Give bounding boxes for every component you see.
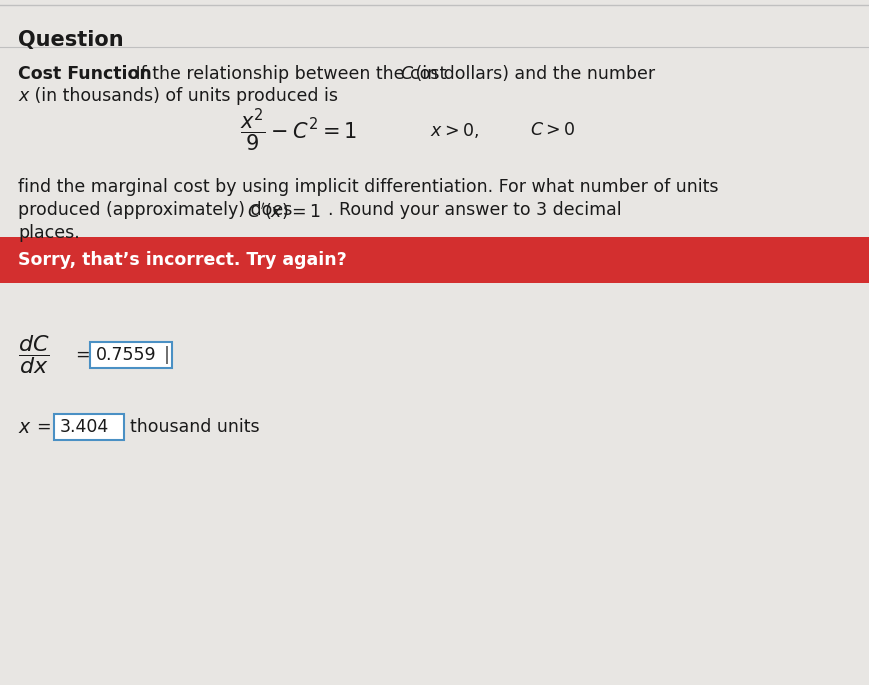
Text: $C > 0$: $C > 0$ <box>530 121 575 139</box>
Text: $\dfrac{x^2}{9} - C^2 = 1$: $\dfrac{x^2}{9} - C^2 = 1$ <box>240 106 357 154</box>
Text: $x$: $x$ <box>18 417 32 436</box>
Bar <box>54 414 124 440</box>
Text: $\dfrac{dC}{dx}$: $\dfrac{dC}{dx}$ <box>18 334 50 377</box>
Text: (in thousands) of units produced is: (in thousands) of units produced is <box>29 87 338 105</box>
Text: 3.404: 3.404 <box>60 418 109 436</box>
Text: places.: places. <box>18 224 80 242</box>
Text: =: = <box>36 418 50 436</box>
Text: x: x <box>18 87 29 105</box>
Text: If the relationship between the cost: If the relationship between the cost <box>130 65 452 83</box>
Text: $C'(x) = 1$: $C'(x) = 1$ <box>247 201 321 222</box>
Text: =: = <box>75 346 90 364</box>
Text: thousand units: thousand units <box>130 418 260 436</box>
Text: (in dollars) and the number: (in dollars) and the number <box>410 65 655 83</box>
Text: C: C <box>400 65 412 83</box>
Text: Question: Question <box>18 30 123 50</box>
Text: produced (approximately) does: produced (approximately) does <box>18 201 298 219</box>
Text: 0.7559: 0.7559 <box>96 346 156 364</box>
Text: Sorry, that’s incorrect. Try again?: Sorry, that’s incorrect. Try again? <box>18 251 347 269</box>
Text: find the marginal cost by using implicit differentiation. For what number of uni: find the marginal cost by using implicit… <box>18 178 719 196</box>
Bar <box>90 342 172 368</box>
Text: $x > 0,$: $x > 0,$ <box>430 121 479 140</box>
Text: Cost Function: Cost Function <box>18 65 152 83</box>
Text: . Round your answer to 3 decimal: . Round your answer to 3 decimal <box>328 201 621 219</box>
Text: |: | <box>164 346 170 364</box>
Bar <box>0 237 869 283</box>
